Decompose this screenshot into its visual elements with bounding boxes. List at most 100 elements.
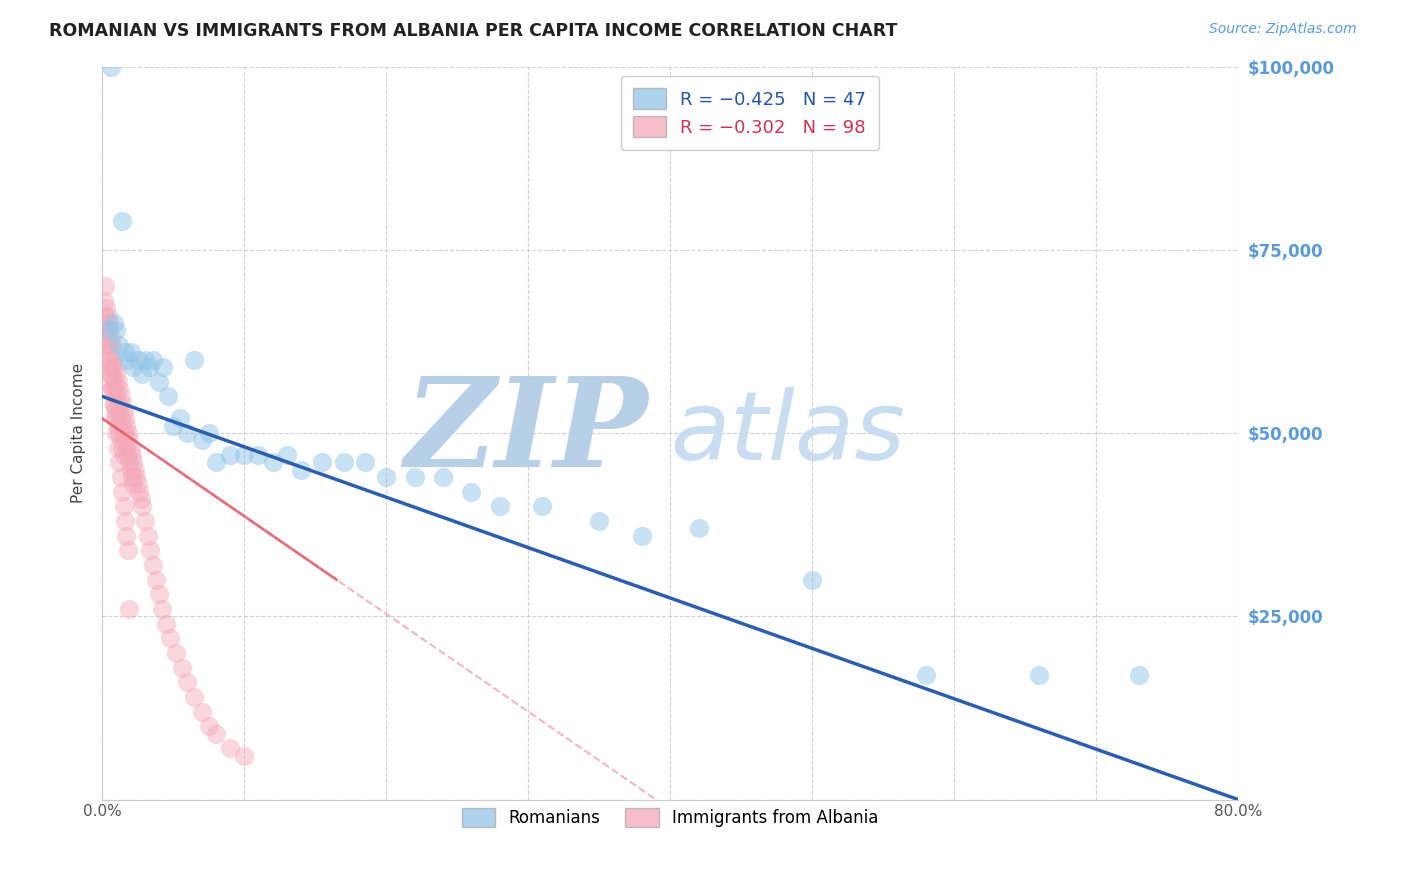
Point [101,360,124,375]
Point [114,345,136,359]
Point [134,352,156,367]
Point [107,418,129,433]
Point [233,748,256,763]
Text: ZIP: ZIP [404,372,647,494]
Point [914,668,936,682]
Point [110,434,132,448]
Legend: Romanians, Immigrants from Albania: Romanians, Immigrants from Albania [454,799,887,835]
Point [115,441,138,455]
Point [100,60,122,74]
Point [159,632,181,646]
Point [127,352,149,367]
Point [105,411,128,425]
Y-axis label: Per Capita Income: Per Capita Income [72,363,86,503]
Point [104,411,127,425]
Point [108,338,131,352]
Point [112,500,135,514]
Point [155,616,177,631]
Point [103,375,125,389]
Point [97,338,120,352]
Point [148,587,170,601]
Point [219,741,242,756]
Point [96,301,118,316]
Point [108,382,131,396]
Point [1028,668,1050,682]
Point [103,352,125,367]
Point [111,441,134,455]
Point [97,309,120,323]
Point [152,360,174,375]
Point [404,470,426,484]
Point [204,455,226,469]
Point [117,352,139,367]
Point [139,543,162,558]
Point [150,602,173,616]
Point [112,404,135,418]
Point [105,368,128,382]
Point [190,705,212,719]
Point [110,389,132,403]
Point [276,448,298,462]
Point [98,338,121,352]
Point [176,675,198,690]
Point [98,316,121,330]
Point [110,470,132,484]
Point [100,345,122,359]
Point [98,352,121,367]
Point [103,397,125,411]
Point [688,521,710,535]
Point [121,448,143,462]
Point [219,448,242,462]
Point [162,418,184,433]
Point [114,411,136,425]
Point [107,441,129,455]
Point [120,441,142,455]
Point [233,448,256,462]
Point [136,529,159,543]
Point [108,425,131,440]
Point [122,477,145,491]
Point [290,463,312,477]
Point [354,455,377,469]
Point [101,338,124,352]
Point [134,514,156,528]
Point [115,529,138,543]
Text: Source: ZipAtlas.com: Source: ZipAtlas.com [1209,22,1357,37]
Point [131,368,153,382]
Point [100,368,122,382]
Point [138,360,160,375]
Point [142,558,165,572]
Point [111,484,134,499]
Point [108,455,131,469]
Point [190,434,212,448]
Point [112,448,135,462]
Point [98,360,121,375]
Point [145,573,167,587]
Point [96,323,118,337]
Point [103,397,125,411]
Point [165,646,187,660]
Point [121,470,143,484]
Point [488,500,510,514]
Point [107,375,129,389]
Point [105,389,128,403]
Point [118,602,141,616]
Point [96,323,118,337]
Point [176,425,198,440]
Point [111,397,134,411]
Point [332,455,354,469]
Point [120,345,142,359]
Point [110,411,132,425]
Point [94,316,117,330]
Point [105,425,128,440]
Point [104,382,127,396]
Point [105,323,128,337]
Point [100,368,122,382]
Point [98,375,121,389]
Point [117,425,139,440]
Point [118,434,141,448]
Point [115,418,138,433]
Point [120,463,142,477]
Text: atlas: atlas [671,386,905,480]
Point [247,448,270,462]
